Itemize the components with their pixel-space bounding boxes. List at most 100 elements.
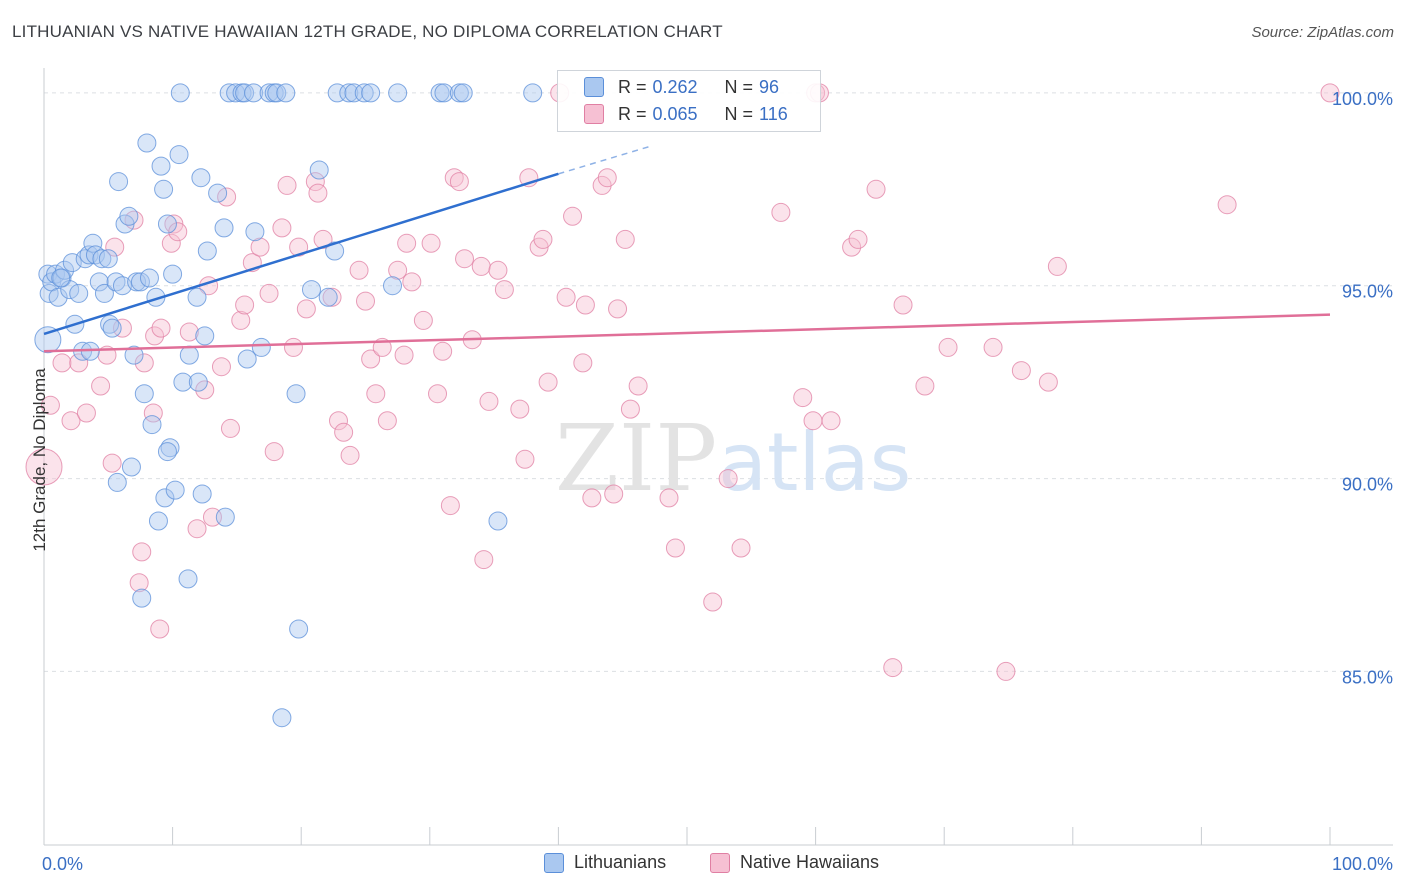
source-label: Source: ZipAtlas.com bbox=[1251, 24, 1394, 41]
chart-title: LITHUANIAN VS NATIVE HAWAIIAN 12TH GRADE… bbox=[12, 22, 723, 41]
native-hawaiian-point bbox=[893, 295, 913, 315]
native-hawaiian-point bbox=[134, 353, 154, 373]
legend-r-value-native-hawaiians: 0.065 bbox=[652, 103, 698, 124]
native-hawaiian-point bbox=[620, 399, 640, 419]
native-hawaiian-point bbox=[449, 172, 469, 192]
native-hawaiian-point bbox=[145, 326, 165, 346]
native-hawaiian-point bbox=[112, 318, 132, 338]
native-hawaiian-point bbox=[883, 658, 903, 678]
native-hawaiian-point bbox=[397, 233, 417, 253]
lithuanian-point bbox=[165, 480, 185, 500]
native-hawaiian-point bbox=[440, 496, 460, 516]
native-hawaiian-point bbox=[259, 283, 279, 303]
lithuanian-point bbox=[188, 372, 208, 392]
native-hawaiian-point bbox=[494, 280, 514, 300]
trendline-native-hawaiians bbox=[43, 313, 1331, 353]
lithuanian-point bbox=[157, 442, 177, 462]
lithuanian-point bbox=[208, 183, 228, 203]
y-tick-label: 100.0% bbox=[1332, 89, 1393, 109]
native-hawaiian-point bbox=[161, 233, 181, 253]
legend-r-label: R = bbox=[618, 76, 647, 97]
legend-n-label: N = bbox=[724, 76, 754, 97]
native-hawaiian-point bbox=[129, 573, 149, 593]
gridlines bbox=[44, 92, 1393, 672]
legend-n-value-lithuanians: 96 bbox=[759, 76, 780, 97]
lithuanian-point bbox=[344, 83, 364, 103]
native-hawaiian-point bbox=[69, 353, 89, 373]
native-hawaiian-point bbox=[402, 272, 422, 292]
lithuanian-point bbox=[154, 179, 174, 199]
y-tick-label: 95.0% bbox=[1342, 282, 1393, 302]
y-axis-label: 12th Grade, No Diploma bbox=[30, 368, 49, 552]
lithuanian-point bbox=[157, 214, 177, 234]
lithuanian-point bbox=[109, 172, 129, 192]
native-hawaiian-point bbox=[305, 172, 325, 192]
native-hawaiian-point bbox=[340, 445, 360, 465]
native-hawaiian-point bbox=[91, 376, 111, 396]
native-hawaiian-point bbox=[195, 380, 215, 400]
lithuanian-point bbox=[151, 156, 171, 176]
native-hawaiian-point bbox=[1320, 83, 1340, 103]
native-hawaiian-point bbox=[132, 542, 152, 562]
lithuanian-point bbox=[102, 318, 122, 338]
lithuanian-point bbox=[112, 276, 132, 296]
native-hawaiian-point bbox=[349, 260, 369, 280]
x-tick-label: 100.0% bbox=[1332, 854, 1393, 874]
lithuanian-point bbox=[191, 168, 211, 188]
native-hawaiian-point bbox=[628, 376, 648, 396]
native-hawaiian-point bbox=[168, 222, 188, 242]
native-hawaiian-point bbox=[272, 218, 292, 238]
lithuanian-point bbox=[79, 245, 99, 265]
native-hawaiian-point bbox=[413, 310, 433, 330]
native-hawaiians-points bbox=[25, 83, 1340, 681]
native-hawaiian-point bbox=[615, 229, 635, 249]
native-hawaiian-point bbox=[25, 448, 63, 486]
axes bbox=[43, 68, 1393, 846]
native-hawaiian-point bbox=[455, 249, 475, 269]
lithuanian-point bbox=[245, 222, 265, 242]
lithuanian-point bbox=[523, 83, 543, 103]
native-hawaiian-point bbox=[604, 484, 624, 504]
native-hawaiian-point bbox=[179, 322, 199, 342]
native-hawaiian-point bbox=[1047, 256, 1067, 276]
native-hawaiian-point bbox=[563, 206, 583, 226]
trendlines bbox=[43, 146, 1331, 353]
lithuanian-point bbox=[179, 345, 199, 365]
lithuanian-point bbox=[309, 160, 329, 180]
lithuanian-point bbox=[318, 287, 338, 307]
native-hawaiian-point bbox=[575, 295, 595, 315]
native-hawaiian-point bbox=[102, 453, 122, 473]
native-hawaiian-point bbox=[150, 619, 170, 639]
native-hawaiian-point bbox=[40, 395, 60, 415]
native-hawaiian-point bbox=[573, 353, 593, 373]
lithuanian-point bbox=[276, 83, 296, 103]
y-tick-label: 90.0% bbox=[1342, 475, 1393, 495]
native-hawaiian-point bbox=[231, 310, 251, 330]
native-hawaiian-point bbox=[289, 237, 309, 257]
watermark: ZIP atlas bbox=[555, 405, 911, 512]
native-hawaiian-point bbox=[377, 411, 397, 431]
native-hawaiian-point bbox=[510, 399, 530, 419]
native-hawaiian-point bbox=[1217, 195, 1237, 215]
native-hawaiian-point bbox=[608, 299, 628, 319]
lithuanian-point bbox=[434, 83, 454, 103]
native-hawaiian-point bbox=[421, 233, 441, 253]
lithuanian-point bbox=[354, 83, 374, 103]
x-tick-label: 0.0% bbox=[42, 854, 83, 874]
lithuanian-point bbox=[361, 83, 381, 103]
bottom-legend-native-hawaiians: Native Hawaiians bbox=[710, 852, 879, 873]
lithuanian-point bbox=[139, 268, 159, 288]
lithuanian-point bbox=[148, 511, 168, 531]
bottom-legend-label-native-hawaiians: Native Hawaiians bbox=[740, 852, 880, 872]
native-hawaiian-point bbox=[471, 256, 491, 276]
lithuanian-point bbox=[94, 283, 114, 303]
native-hawaiian-point bbox=[803, 411, 823, 431]
lithuanian-point bbox=[119, 206, 139, 226]
lithuanian-point bbox=[132, 588, 152, 608]
native-hawaiian-point bbox=[938, 337, 958, 357]
native-hawaiian-point bbox=[277, 175, 297, 195]
lithuanians-points bbox=[34, 83, 543, 728]
native-hawaiian-point bbox=[597, 168, 617, 188]
native-hawaiian-point bbox=[211, 357, 231, 377]
